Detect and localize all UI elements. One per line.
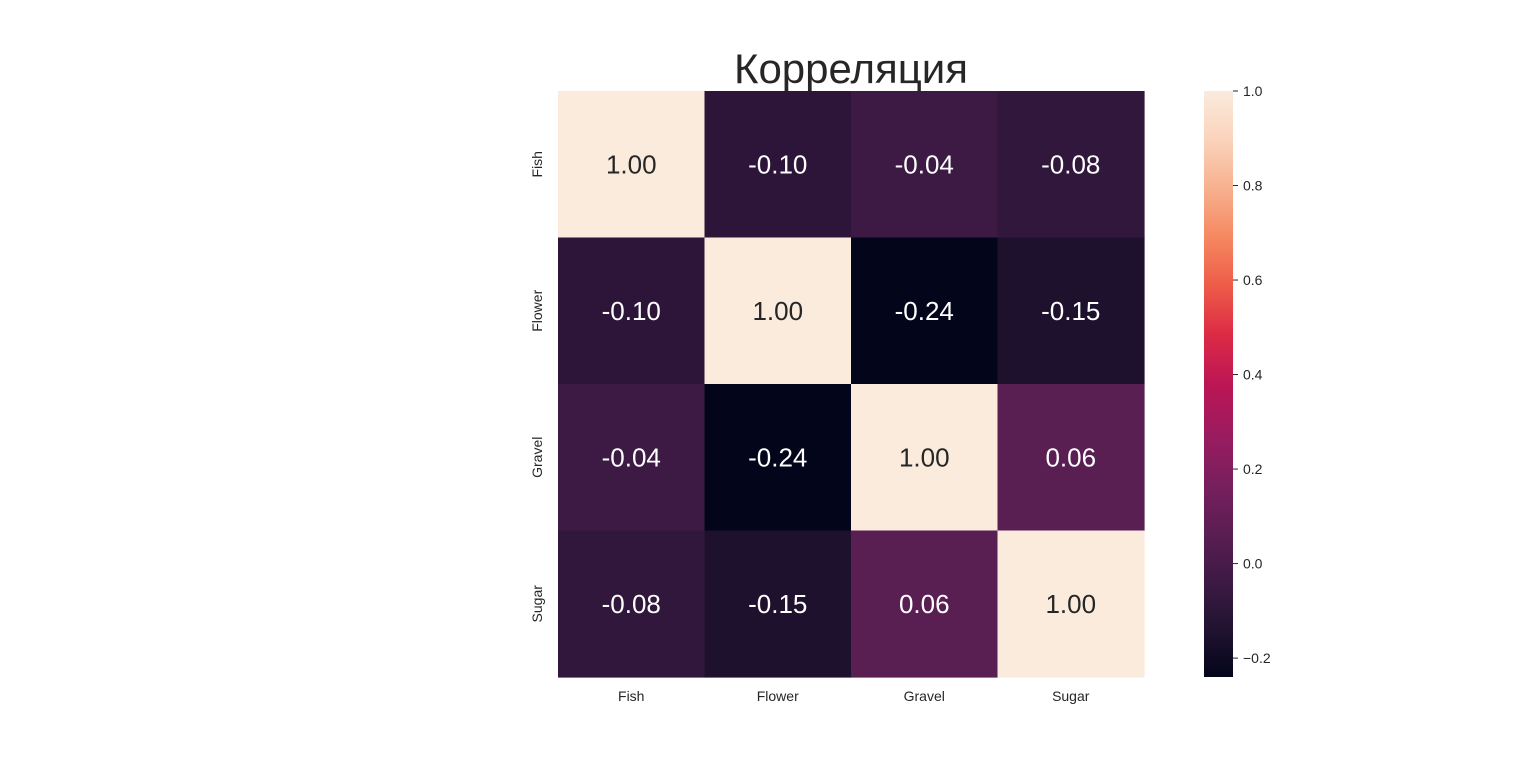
y-axis-tick-labels: Fish Flower Gravel Sugar	[529, 151, 545, 622]
x-tick-label: Flower	[757, 688, 799, 704]
heatmap-cell-gravel-flower	[704, 384, 852, 532]
chart-title: Корреляция	[734, 45, 968, 92]
heatmap-annotations: 1.00 -0.10 -0.04 -0.08 -0.10 1.00 -0.24 -0.15 -0…	[602, 149, 1101, 619]
x-axis-tick-labels: Fish Flower Gravel Sugar	[618, 688, 1090, 704]
heatmap-cell-flower-flower	[704, 237, 852, 385]
heatmap-annotation: -0.15	[748, 589, 807, 619]
y-tick-label: Fish	[529, 151, 545, 177]
heatmap-cell-gravel-gravel	[851, 384, 999, 532]
heatmap-annotation: -0.10	[748, 149, 807, 179]
heatmap-annotation: -0.15	[1041, 296, 1100, 326]
colorbar-tick-label: 0.0	[1243, 556, 1263, 572]
colorbar-tick-label: −0.2	[1243, 650, 1271, 666]
heatmap-cell-flower-gravel	[851, 237, 999, 385]
colorbar-tick-label: 0.8	[1243, 178, 1263, 194]
colorbar-tick-label: 0.4	[1243, 367, 1263, 383]
heatmap-cell-sugar-sugar	[997, 530, 1145, 678]
heatmap-cell-fish-gravel	[851, 91, 999, 239]
x-tick-label: Fish	[618, 688, 644, 704]
heatmap-annotation: -0.04	[895, 149, 954, 179]
y-tick-label: Sugar	[529, 585, 545, 623]
y-tick-label: Flower	[529, 289, 545, 331]
heatmap-annotation: -0.10	[602, 296, 661, 326]
colorbar-gradient	[1204, 91, 1233, 677]
colorbar: −0.2 0.0 0.2 0.4 0.6 0.8 1.0	[1204, 83, 1271, 677]
heatmap-cell-gravel-fish	[558, 384, 706, 532]
heatmap-annotation: 1.00	[752, 296, 803, 326]
heatmap-cell-sugar-flower	[704, 530, 852, 678]
heatmap-cell-fish-fish	[558, 91, 706, 239]
y-tick-label: Gravel	[529, 437, 545, 478]
colorbar-tick-label: 0.6	[1243, 272, 1263, 288]
heatmap-cell-sugar-gravel	[851, 530, 999, 678]
colorbar-tick-label: 0.2	[1243, 461, 1263, 477]
heatmap-annotation: -0.24	[748, 442, 807, 472]
colorbar-tick-label: 1.0	[1243, 83, 1263, 99]
heatmap-annotation: 0.06	[899, 589, 950, 619]
heatmap-annotation: 1.00	[1045, 589, 1096, 619]
heatmap-cell-fish-sugar	[997, 91, 1145, 239]
heatmap-annotation: 1.00	[899, 442, 950, 472]
heatmap-cells	[558, 91, 1145, 678]
heatmap-annotation: 0.06	[1045, 442, 1096, 472]
heatmap-annotation: -0.08	[1041, 149, 1100, 179]
heatmap-cell-sugar-fish	[558, 530, 706, 678]
x-tick-label: Gravel	[904, 688, 945, 704]
heatmap-annotation: -0.04	[602, 442, 661, 472]
heatmap-annotation: 1.00	[606, 149, 657, 179]
heatmap-cell-gravel-sugar	[997, 384, 1145, 532]
heatmap-cell-flower-fish	[558, 237, 706, 385]
heatmap-cell-flower-sugar	[997, 237, 1145, 385]
x-tick-label: Sugar	[1052, 688, 1090, 704]
heatmap-cell-fish-flower	[704, 91, 852, 239]
heatmap-annotation: -0.24	[895, 296, 954, 326]
heatmap-annotation: -0.08	[602, 589, 661, 619]
